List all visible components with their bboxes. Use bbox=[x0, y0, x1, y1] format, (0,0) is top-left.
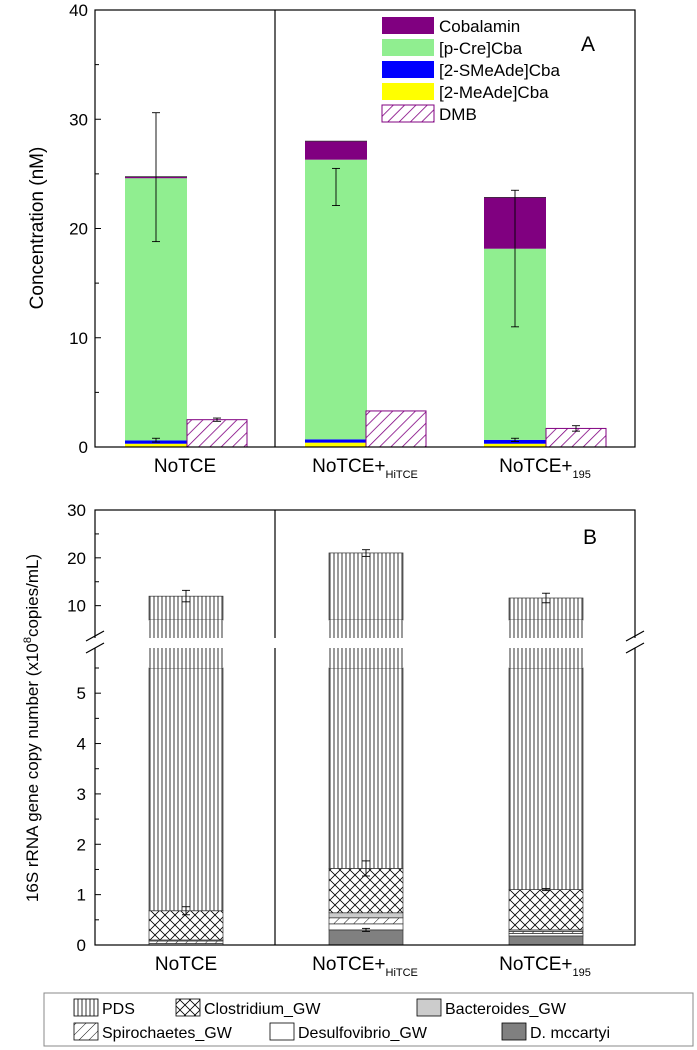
axis-break-slash-left-1 bbox=[85, 642, 105, 654]
y-tick-label-3: 30 bbox=[69, 110, 88, 129]
bar-d-mccartyi-2 bbox=[508, 935, 584, 946]
legend-label-desulfovibrio-gw: Desulfovibrio_GW bbox=[298, 1025, 428, 1042]
legend-swatch-2-smeade-cba bbox=[382, 61, 434, 78]
y-tick-label-lower-4: 4 bbox=[77, 735, 86, 754]
y-tick-label-upper-2: 30 bbox=[67, 501, 86, 520]
x-tick-label-2: NoTCE+195 bbox=[499, 456, 591, 481]
axis-break-slash-right-0 bbox=[625, 630, 645, 642]
x-tick-sub: 195 bbox=[573, 967, 591, 979]
bar-pds-lower-0 bbox=[148, 667, 224, 912]
x-tick-sub: 195 bbox=[573, 469, 591, 481]
legend-swatch-2-meade-cba bbox=[382, 83, 434, 100]
panel-b-ylabel: 16S rRNA gene copy number (x108copies/mL… bbox=[22, 554, 42, 902]
legend-label-d-mccartyi: D. mccartyi bbox=[530, 1025, 610, 1042]
legend-swatch-bacteroides-gw bbox=[416, 998, 442, 1017]
bar-d-mccartyi-1 bbox=[328, 929, 404, 946]
y-tick-label-lower-1: 1 bbox=[77, 886, 86, 905]
bar-2-meade-cba-2 bbox=[484, 443, 546, 447]
y-tick-label-lower-0: 0 bbox=[77, 936, 86, 955]
x-tick-label-0: NoTCE bbox=[155, 954, 217, 975]
bar-dmb-1 bbox=[365, 410, 427, 448]
legend-swatch-d-mccartyi bbox=[501, 1022, 527, 1041]
legend-swatch-clostridium-gw bbox=[175, 998, 201, 1017]
bar-clostridium-gw-2 bbox=[508, 889, 584, 931]
bar-2-smeade-cba-1 bbox=[305, 439, 367, 443]
legend-swatch-cobalamin bbox=[382, 17, 434, 34]
x-tick-main: NoTCE+ bbox=[312, 456, 385, 477]
bar-desulfovibrio-gw-2 bbox=[508, 933, 584, 937]
legend-label-p-cre-cba: [p-Cre]Cba bbox=[439, 39, 523, 58]
x-tick-main: NoTCE+ bbox=[312, 954, 385, 975]
y-tick-label-lower-2: 2 bbox=[77, 835, 86, 854]
y-tick-label-0: 0 bbox=[79, 438, 88, 457]
legend-label-2-meade-cba: [2-MeAde]Cba bbox=[439, 83, 549, 102]
y-tick-label-2: 20 bbox=[69, 220, 88, 239]
y-tick-label-upper-0: 10 bbox=[67, 597, 86, 616]
panel-b-label: B bbox=[583, 526, 597, 549]
x-tick-label-2: NoTCE+195 bbox=[499, 954, 591, 979]
legend-label-bacteroides-gw: Bacteroides_GW bbox=[445, 1001, 567, 1018]
axis-break-slash-left-0 bbox=[85, 630, 105, 642]
panel-a-legend: Cobalamin [p-Cre]Cba [2-SMeAde]Cba [2-MeAde… bbox=[381, 17, 560, 124]
x-tick-main: NoTCE+ bbox=[499, 954, 572, 975]
bar-2-meade-cba-0 bbox=[125, 443, 187, 447]
bar-clostridium-gw-0 bbox=[148, 910, 224, 941]
legend-swatch-pds bbox=[73, 998, 99, 1017]
y-tick-label-1: 10 bbox=[69, 329, 88, 348]
y-tick-label-upper-1: 20 bbox=[67, 549, 86, 568]
bar-spirochaetes-gw-0 bbox=[148, 940, 224, 944]
legend-swatch-dmb bbox=[381, 104, 435, 123]
panel-b-legend: PDS Clostridium_GW Bacteroides_GW Spirochae… bbox=[43, 992, 694, 1047]
legend-swatch-desulfovibrio-gw bbox=[269, 1022, 295, 1041]
legend-label-dmb: DMB bbox=[439, 105, 477, 124]
axis-break-band bbox=[90, 638, 640, 648]
bar-spirochaetes-gw-1 bbox=[328, 917, 404, 925]
legend-label-clostridium-gw: Clostridium_GW bbox=[204, 1001, 321, 1018]
x-tick-label-0: NoTCE bbox=[154, 456, 216, 477]
x-tick-main: NoTCE bbox=[154, 456, 216, 477]
bar-pds-upper-1 bbox=[328, 552, 404, 621]
legend-label-pds: PDS bbox=[102, 1001, 135, 1018]
x-tick-sub: HiTCE bbox=[386, 469, 418, 481]
bar-p-cre-cba-1 bbox=[305, 159, 367, 440]
y-tick-label-4: 40 bbox=[69, 1, 88, 20]
legend-label-2-smeade-cba: [2-SMeAde]Cba bbox=[439, 61, 560, 80]
panel-a-label: A bbox=[581, 33, 595, 56]
x-tick-main: NoTCE+ bbox=[499, 456, 572, 477]
axis-break-slash-right-1 bbox=[625, 642, 645, 654]
legend-label-spirochaetes-gw: Spirochaetes_GW bbox=[102, 1025, 233, 1042]
x-tick-label-1: NoTCE+HiTCE bbox=[312, 456, 418, 481]
panel-b-frame bbox=[94, 509, 636, 946]
bar-2-meade-cba-1 bbox=[305, 442, 367, 447]
x-tick-main: NoTCE bbox=[155, 954, 217, 975]
y-tick-label-lower-3: 3 bbox=[77, 785, 86, 804]
y-tick-label-lower-5: 5 bbox=[77, 684, 86, 703]
axis-break bbox=[85, 630, 645, 654]
legend-box bbox=[43, 992, 694, 1047]
panel-a-ylabel: Concentration (nM) bbox=[27, 147, 48, 310]
bar-pds-lower-1 bbox=[328, 667, 404, 869]
legend-swatch-spirochaetes-gw bbox=[73, 1022, 99, 1041]
legend-swatch-p-cre-cba bbox=[382, 39, 434, 56]
legend-label-cobalamin: Cobalamin bbox=[439, 17, 520, 36]
bar-pds-lower-2 bbox=[508, 667, 584, 890]
bar-cobalamin-1 bbox=[305, 141, 367, 160]
bar-dmb-0 bbox=[186, 419, 248, 448]
x-tick-sub: HiTCE bbox=[386, 967, 418, 979]
bar-bacteroides-gw-1 bbox=[328, 912, 404, 919]
x-tick-label-1: NoTCE+HiTCE bbox=[312, 954, 418, 979]
